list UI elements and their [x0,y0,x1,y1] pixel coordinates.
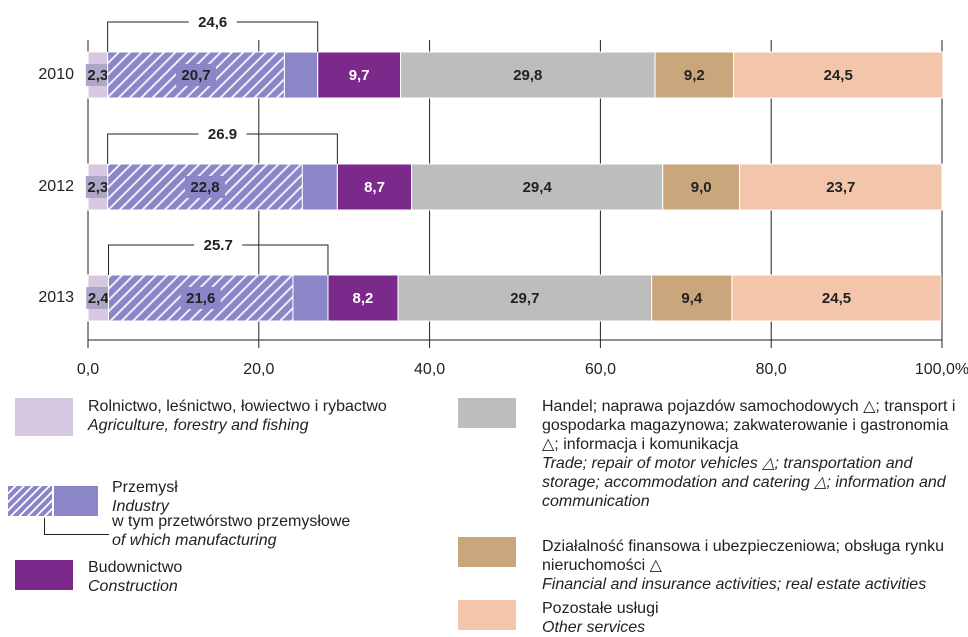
label-box [176,64,217,86]
legend-label: w tym przetwórstwo przemysłowe of which m… [112,512,432,550]
x-tick-label: 80,0 [756,361,787,378]
bracket-label-bg [194,235,243,255]
value-label: 22,8 [190,179,219,196]
value-label: 20,7 [181,67,210,84]
label-box [85,64,110,86]
value-label: 9,0 [691,179,712,196]
bar-segment [739,163,943,211]
label-box [86,287,111,309]
legend-label: Handel; naprawa pojazdów samochodowych △… [542,397,962,511]
legend-name-en: Agriculture, forestry and fishing [88,417,309,434]
bar-segment [327,274,399,322]
legend-label: Przemysł Industry [112,478,312,516]
legend-swatch [8,486,52,516]
legend-label: Rolnictwo, leśnictwo, łowiectwo i rybact… [88,397,448,435]
value-label: 21,6 [186,290,215,307]
x-tick-label: 0,0 [77,361,99,378]
bracket-label-bg [188,12,237,32]
value-label: 24,5 [822,290,851,307]
legend-name: Przemysł [112,479,178,496]
legend-swatch [458,398,516,428]
y-tick-label: 2013 [38,289,74,306]
legend-name-en: Other services [542,619,646,636]
value-label: 9,7 [349,67,370,84]
x-tick-label: 100,0% [915,361,968,378]
bar-segment [654,51,735,99]
legend-label: Pozostałe usługi Other services [542,599,942,637]
legend-swatch [458,537,516,567]
value-label: 8,7 [364,179,385,196]
y-tick-label: 2010 [38,66,74,83]
legend-swatch [15,398,73,436]
legend-name-en: Industry [112,498,169,515]
bar-segment [301,163,338,211]
legend-swatch [54,486,98,516]
legend-name: Działalność finansowa i ubezpieczeniowa;… [542,538,945,574]
legend-name: Budownictwo [88,559,183,576]
x-tick-label: 40,0 [414,361,445,378]
bar-segment [733,51,944,99]
value-label: 8,2 [353,290,374,307]
bar-segment [336,163,413,211]
x-tick-label: 20,0 [243,361,274,378]
bar-segment [400,51,656,99]
bar-segment [283,51,319,99]
label-box [85,176,110,198]
x-tick-label: 60,0 [585,361,616,378]
value-label: 29,7 [510,290,539,307]
value-label: 9,2 [684,67,705,84]
legend-name-en: Construction [88,578,178,595]
value-label: 9,4 [681,290,703,307]
legend-name-en: Financial and insurance activities; real… [542,576,927,593]
legend-name: Rolnictwo, leśnictwo, łowiectwo i rybact… [88,398,387,415]
chart: 0,0 20,0 40,0 60,0 80,0 100,0% 2010 2,3 20,7 9,7 2… [38,12,968,378]
legend-name-en: Trade; repair of motor vehicles △; trans… [542,455,946,510]
legend-swatch [15,560,73,590]
legend-bracket [44,518,109,535]
bar-segment [651,274,733,322]
value-label: 2,4 [88,290,110,307]
bar-segment [317,51,402,99]
legend-label: Budownictwo Construction [88,558,388,596]
value-label: 29,4 [523,179,553,196]
bar-segment [731,274,942,322]
bar-segment [411,163,664,211]
bar-segment [292,274,329,322]
value-label: 23,7 [826,179,855,196]
legend-name: Pozostałe usługi [542,600,659,617]
value-label: 24,5 [824,67,853,84]
legend-label: Działalność finansowa i ubezpieczeniowa;… [542,537,967,594]
legend-name-en: of which manufacturing [112,532,277,549]
value-label: 2,3 [87,67,108,84]
value-label: 29,8 [513,67,542,84]
legend-name: w tym przetwórstwo przemysłowe [112,513,351,530]
industry-total-label: 25.7 [204,237,233,254]
label-box [180,287,221,309]
legend-swatch [458,600,516,630]
value-label: 2,3 [87,179,108,196]
industry-total-label: 24,6 [198,14,227,31]
bar-segment [662,163,741,211]
legend-name: Handel; naprawa pojazdów samochodowych △… [542,398,956,453]
industry-total-label: 26.9 [208,126,237,143]
bracket-label-bg [198,124,247,144]
y-tick-label: 2012 [38,178,74,195]
bar-segment [397,274,653,322]
label-box [184,176,225,198]
